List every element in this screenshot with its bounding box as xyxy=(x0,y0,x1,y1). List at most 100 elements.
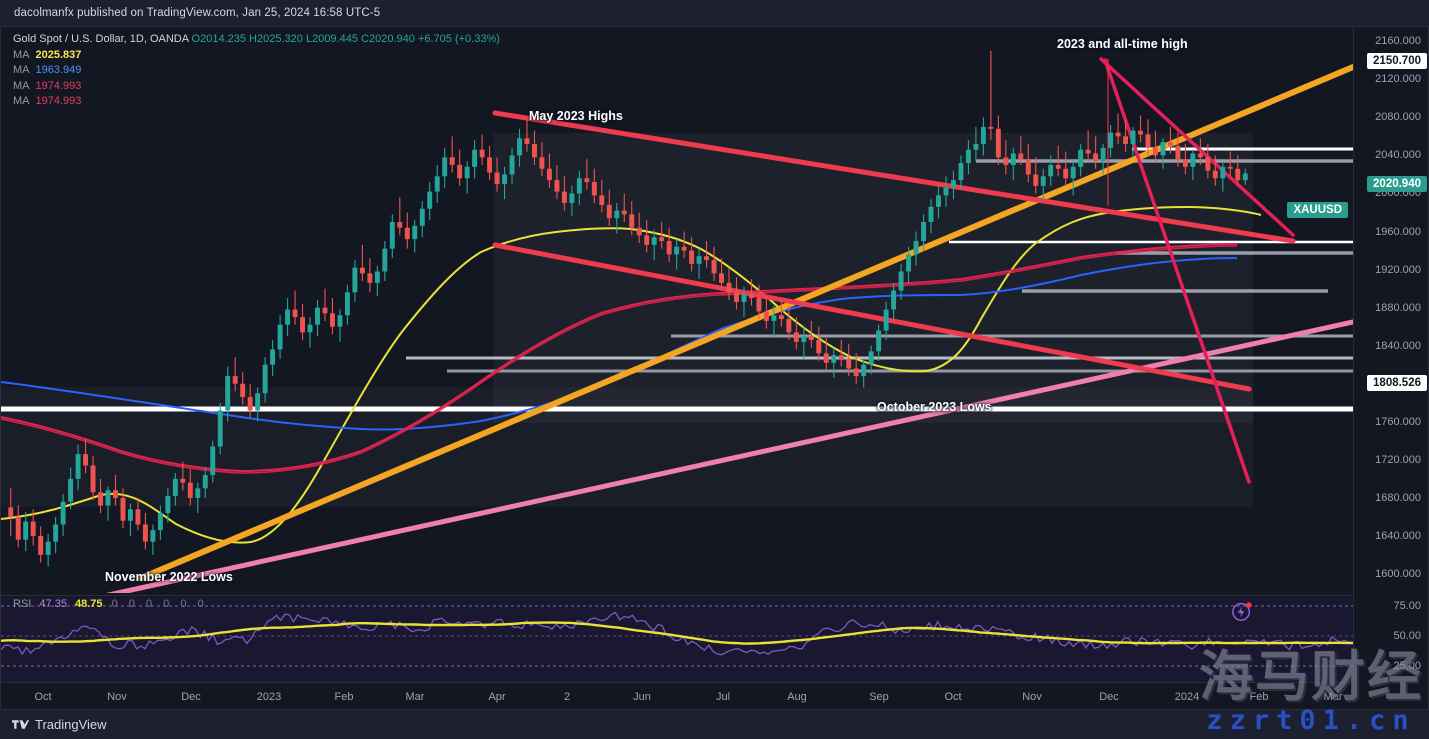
time-tick-0: Oct xyxy=(34,691,52,703)
candle-body xyxy=(1108,132,1114,148)
price-label-high: 2150.700 xyxy=(1367,53,1427,69)
candle-body xyxy=(756,298,762,312)
candle-body xyxy=(1212,170,1218,179)
candle-body xyxy=(165,495,171,514)
candle-body xyxy=(576,178,582,194)
candle-body xyxy=(397,222,403,228)
candle-body xyxy=(861,364,867,377)
price-label-support: 1808.526 xyxy=(1367,375,1427,391)
price-label-current: 2020.940 xyxy=(1367,176,1427,192)
time-tick-17: Mar xyxy=(1323,691,1343,703)
candle-body xyxy=(1242,173,1248,181)
rsi-chart-svg xyxy=(1,605,1353,667)
rsi-line xyxy=(1,611,1353,656)
candle-body xyxy=(105,490,111,506)
legend-ma-label-3: MA xyxy=(13,95,30,107)
annotation-may-2023-highs: May 2023 Highs xyxy=(529,109,623,123)
price-tick-1: 2120.000 xyxy=(1375,73,1421,86)
candle-body xyxy=(472,149,478,167)
price-tick-6: 1920.000 xyxy=(1375,263,1421,276)
rsi-pane[interactable]: RSI 47.35 48.75 0 0 0 0 0 0 xyxy=(1,597,1353,682)
candle-body xyxy=(494,172,500,184)
price-tick-11: 1720.000 xyxy=(1375,453,1421,466)
candle-body xyxy=(113,490,118,498)
rsi-legend-zero-3: 0 xyxy=(163,598,170,610)
candle-body xyxy=(838,355,844,359)
candle-body xyxy=(808,336,814,340)
time-tick-11: Sep xyxy=(869,691,889,703)
candle-body xyxy=(801,336,807,342)
rsi-legend[interactable]: RSI 47.35 48.75 0 0 0 0 0 0 xyxy=(13,598,204,610)
legend-symbol[interactable]: Gold Spot / U.S. Dollar, 1D, OANDA xyxy=(13,33,189,45)
candle-body xyxy=(995,128,1001,158)
candle-body xyxy=(950,180,956,188)
trend-red-descending xyxy=(1103,58,1251,484)
price-axis[interactable]: 2160.000 2120.000 2080.000 2040.000 2000.000… xyxy=(1353,27,1429,682)
candle-body xyxy=(921,222,927,242)
candle-body xyxy=(524,138,530,145)
legend-ma-value-3: 1974.993 xyxy=(35,95,82,107)
candle-body xyxy=(1048,164,1054,177)
candle-body xyxy=(457,164,463,179)
legend-ma-row-0[interactable]: MA 2025.837 xyxy=(13,48,500,64)
candle-body xyxy=(434,176,440,192)
candle-body xyxy=(412,225,418,240)
candle-body xyxy=(45,541,51,555)
candle-body xyxy=(681,246,687,251)
candle-body xyxy=(449,157,455,165)
candle-body xyxy=(958,163,964,181)
candle-body xyxy=(120,497,126,521)
price-pane[interactable]: 2023 and all-time high May 2023 Highs Oc… xyxy=(1,27,1353,593)
candle-body xyxy=(1235,168,1241,181)
time-tick-12: Oct xyxy=(944,691,962,703)
rsi-tick-0: 75.00 xyxy=(1393,600,1421,612)
candle-body xyxy=(561,191,567,203)
candle-body xyxy=(442,157,448,177)
candle-body xyxy=(127,509,133,521)
candle-body xyxy=(157,513,163,531)
rsi-legend-zero-1: 0 xyxy=(128,598,135,610)
candle-body xyxy=(68,478,74,502)
candle-body xyxy=(1078,149,1084,167)
candle-body xyxy=(554,180,560,192)
candle-body xyxy=(300,317,306,333)
trend-magenta-short xyxy=(1099,57,1295,237)
legend-ma-row-3[interactable]: MA 1974.993 xyxy=(13,94,500,110)
price-tick-3: 2040.000 xyxy=(1375,149,1421,162)
price-chart-svg xyxy=(1,50,1353,593)
candle-body xyxy=(142,524,148,542)
candle-body xyxy=(210,446,216,476)
candle-body xyxy=(719,273,724,283)
candlestick-series xyxy=(8,50,1248,567)
candle-body xyxy=(891,290,897,310)
candle-body xyxy=(763,311,769,321)
candle-body xyxy=(883,309,889,331)
price-tick-10: 1760.000 xyxy=(1375,415,1421,428)
legend-ma-row-2[interactable]: MA 1974.993 xyxy=(13,79,500,95)
time-tick-10: Aug xyxy=(787,691,807,703)
candle-body xyxy=(307,324,313,333)
price-tick-8: 1840.000 xyxy=(1375,339,1421,352)
tradingview-logo-icon[interactable] xyxy=(12,719,29,731)
candle-body xyxy=(644,235,650,245)
chart-frame[interactable]: 2023 and all-time high May 2023 Highs Oc… xyxy=(0,26,1429,710)
tradingview-brand-text[interactable]: TradingView xyxy=(35,717,107,732)
legend-ohlc-row[interactable]: Gold Spot / U.S. Dollar, 1D, OANDA O2014… xyxy=(13,32,500,48)
candle-body xyxy=(1033,174,1039,186)
candle-body xyxy=(464,166,470,179)
candle-body xyxy=(329,313,335,327)
candle-body xyxy=(771,315,777,321)
candle-body xyxy=(187,482,193,498)
time-tick-5: Mar xyxy=(405,691,425,703)
candle-body xyxy=(1025,159,1031,175)
candle-body xyxy=(1220,166,1226,179)
flash-alert-icon[interactable] xyxy=(1231,600,1253,622)
candle-body xyxy=(322,307,328,314)
legend-ma-row-1[interactable]: MA 1963.949 xyxy=(13,63,500,79)
candle-body xyxy=(539,157,545,169)
candle-body xyxy=(1003,157,1009,165)
time-tick-15: 2024 xyxy=(1174,691,1200,703)
time-axis[interactable]: Oct Nov Dec 2023 Feb Mar Apr 2 Jun Jul Aug Sep Oct No… xyxy=(1,682,1353,710)
legend-ma-value-0: 2025.837 xyxy=(35,48,82,61)
chart-legend: Gold Spot / U.S. Dollar, 1D, OANDA O2014… xyxy=(13,32,500,110)
